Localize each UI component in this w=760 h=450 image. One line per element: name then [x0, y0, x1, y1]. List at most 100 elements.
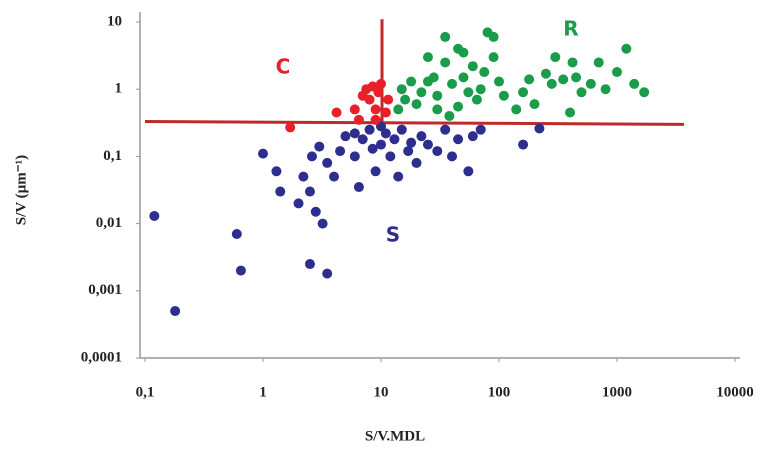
point	[422, 52, 433, 63]
point	[376, 139, 386, 150]
point	[593, 57, 604, 68]
point	[357, 134, 368, 145]
point	[546, 78, 557, 89]
point	[479, 67, 490, 78]
point	[475, 124, 486, 135]
point	[447, 78, 458, 89]
point	[540, 68, 551, 79]
point	[329, 171, 340, 182]
point	[440, 57, 451, 68]
point	[389, 134, 400, 145]
point	[331, 107, 342, 118]
point	[393, 171, 404, 182]
point	[376, 78, 386, 89]
point	[353, 114, 364, 125]
point	[447, 151, 458, 162]
point	[406, 76, 417, 87]
point	[494, 76, 504, 87]
point	[639, 87, 650, 98]
point	[170, 306, 181, 317]
point	[550, 52, 561, 63]
point	[349, 104, 360, 115]
point	[600, 84, 611, 95]
point	[349, 151, 360, 162]
point	[231, 229, 242, 240]
x-tick-label: 0,1	[136, 384, 155, 400]
point	[304, 186, 315, 197]
point	[335, 146, 346, 157]
point	[364, 124, 375, 135]
point	[235, 265, 246, 276]
point	[275, 186, 286, 197]
x-tick-label: 1	[259, 384, 267, 400]
y-tick-label: 0,01	[96, 215, 122, 231]
point	[432, 104, 443, 115]
point	[271, 166, 282, 177]
point	[565, 107, 576, 118]
point	[467, 61, 478, 72]
x-tick-label: 10000	[716, 384, 754, 400]
point	[370, 166, 381, 177]
point	[621, 43, 632, 54]
point	[571, 72, 582, 83]
y-tick-label: 0,1	[103, 148, 122, 164]
group-label: S	[386, 223, 400, 247]
point	[416, 131, 427, 142]
y-tick-label: 10	[107, 13, 122, 29]
point	[432, 90, 443, 101]
point	[406, 137, 417, 148]
x-tick-label: 1000	[602, 384, 632, 400]
point	[524, 74, 535, 85]
point	[380, 128, 391, 139]
point	[298, 171, 309, 182]
point	[529, 99, 540, 110]
point	[370, 104, 381, 115]
point	[411, 99, 422, 110]
point	[458, 72, 469, 83]
point	[396, 84, 407, 95]
point	[364, 94, 375, 105]
y-tick-label: 0,0001	[81, 349, 122, 365]
point	[304, 259, 315, 270]
point	[314, 141, 325, 152]
point	[576, 87, 587, 98]
point	[475, 84, 486, 95]
point	[403, 146, 414, 157]
point	[422, 76, 433, 87]
point	[488, 31, 499, 42]
point	[463, 87, 474, 98]
point	[518, 139, 529, 150]
point	[567, 57, 578, 68]
point	[453, 101, 464, 112]
point	[612, 67, 622, 78]
point	[463, 166, 474, 177]
group-label: R	[563, 17, 578, 41]
point	[444, 110, 455, 121]
point	[440, 124, 451, 135]
point	[340, 131, 351, 142]
point	[383, 94, 394, 105]
point	[322, 268, 333, 279]
y-tick-label: 1	[115, 81, 123, 97]
point	[488, 52, 499, 63]
x-tick-label: 10	[374, 384, 389, 400]
point	[322, 157, 333, 168]
point	[385, 151, 396, 162]
point	[498, 90, 509, 101]
point	[293, 198, 304, 209]
point	[440, 31, 451, 42]
point	[411, 157, 422, 168]
point	[422, 139, 433, 150]
x-axis-title: S/V.MDL	[365, 428, 425, 444]
point	[306, 151, 317, 162]
point	[400, 94, 411, 105]
point	[471, 94, 482, 105]
x-tick-label: 100	[488, 384, 511, 400]
point	[367, 143, 378, 154]
point	[453, 43, 464, 54]
point	[416, 87, 427, 98]
point	[393, 104, 404, 115]
point	[258, 148, 268, 159]
point	[396, 124, 407, 135]
